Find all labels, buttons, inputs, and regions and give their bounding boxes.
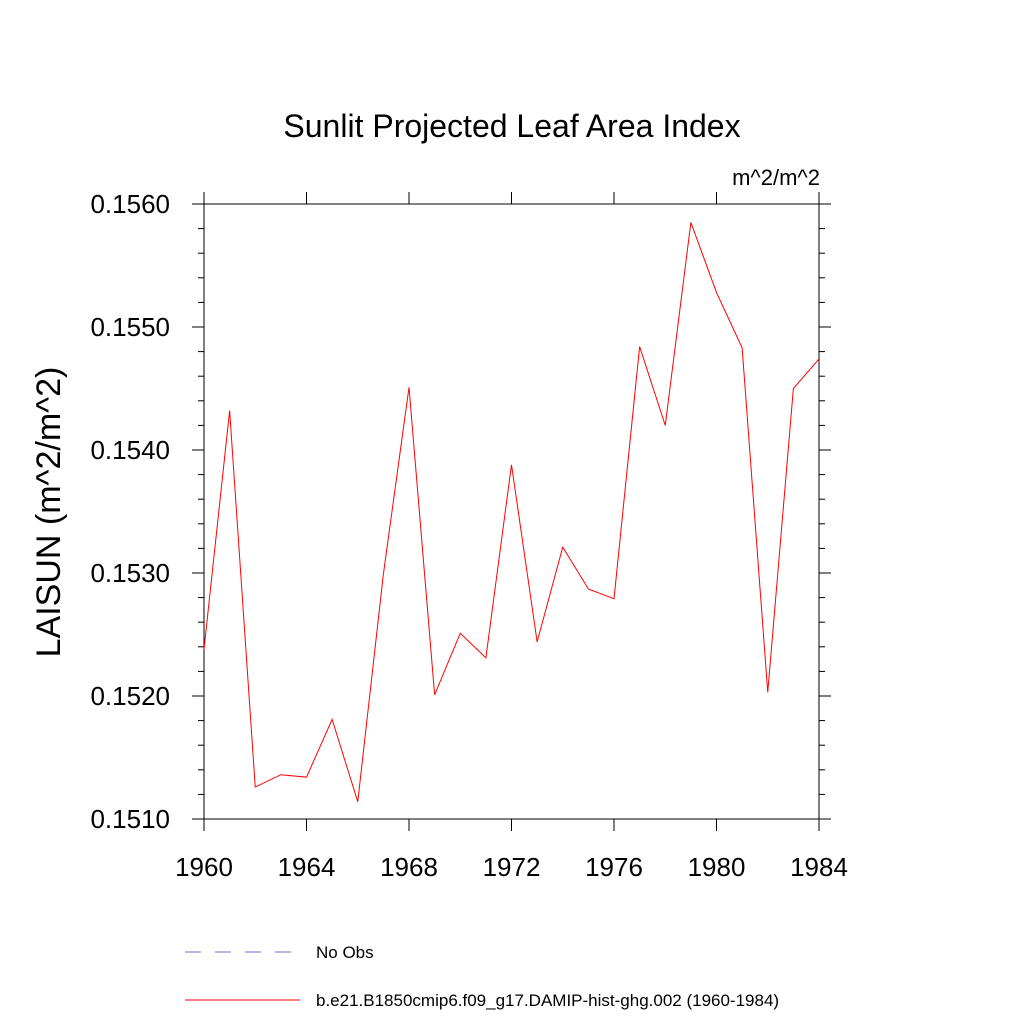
axis-ticks	[192, 192, 831, 831]
series-layer	[203, 222, 820, 802]
units-label: m^2/m^2	[732, 165, 820, 190]
plot-frame	[203, 203, 820, 820]
y-tick-label: 0.1560	[90, 189, 170, 219]
x-tick-label: 1972	[483, 852, 541, 882]
x-tick-label: 1960	[175, 852, 233, 882]
x-tick-label: 1964	[278, 852, 336, 882]
y-tick-label: 0.1520	[90, 681, 170, 711]
y-tick-label: 0.1530	[90, 558, 170, 588]
y-axis-label: LAISUN (m^2/m^2)	[30, 367, 68, 658]
chart-title: Sunlit Projected Leaf Area Index	[283, 108, 740, 144]
x-tick-label: 1976	[585, 852, 643, 882]
x-tick-label: 1980	[688, 852, 746, 882]
series-line	[203, 222, 820, 802]
y-tick-label: 0.1550	[90, 312, 170, 342]
legend: No Obs b.e21.B1850cmip6.f09_g17.DAMIP-his…	[185, 943, 779, 1010]
legend-label: b.e21.B1850cmip6.f09_g17.DAMIP-hist-ghg.…	[316, 991, 779, 1010]
x-tick-label: 1968	[380, 852, 438, 882]
tick-labels: 1960 1964 1968 1972 1976 1980 1984 0.1510 0.1520…	[90, 189, 847, 882]
y-tick-label: 0.1540	[90, 435, 170, 465]
y-tick-label: 0.1510	[90, 804, 170, 834]
legend-label: No Obs	[316, 943, 374, 962]
x-tick-label: 1984	[790, 852, 848, 882]
